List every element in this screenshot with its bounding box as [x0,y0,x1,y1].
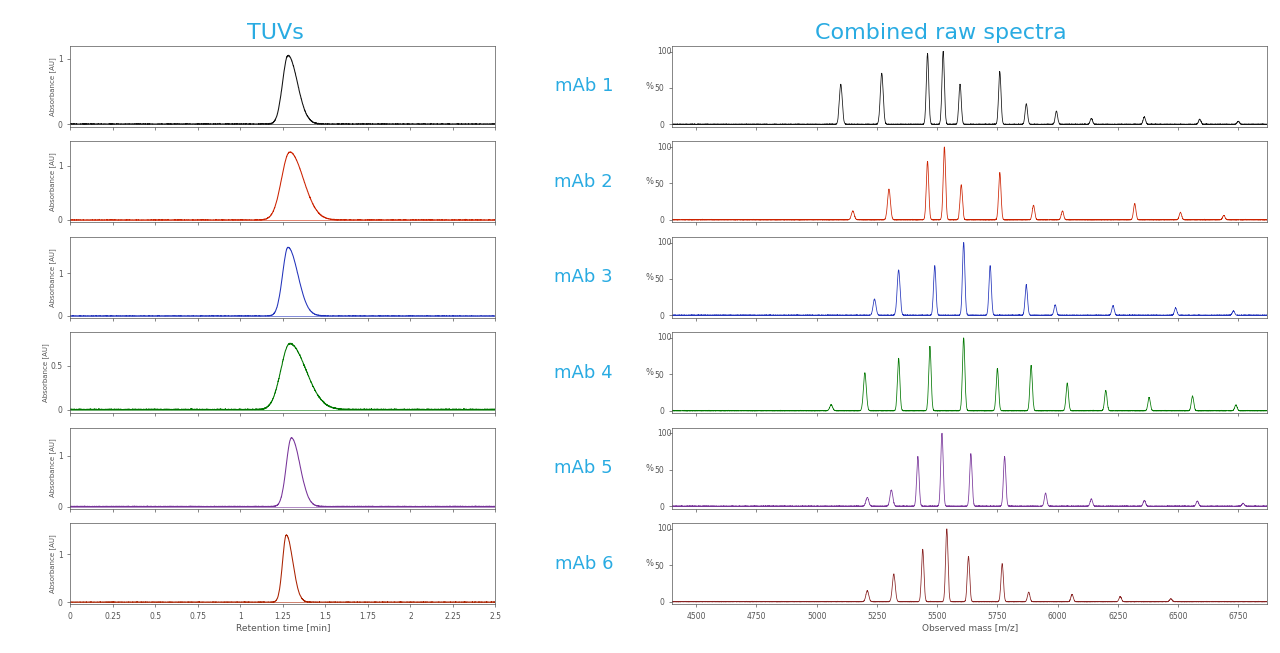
Text: 100: 100 [658,47,672,56]
Text: mAb 2: mAb 2 [554,172,613,191]
Text: 100: 100 [658,524,672,534]
Y-axis label: Absorbance [AU]: Absorbance [AU] [50,534,56,593]
Text: 100: 100 [658,142,672,151]
Y-axis label: %: % [645,177,653,186]
Text: Combined raw spectra: Combined raw spectra [815,23,1066,43]
Y-axis label: %: % [645,464,653,473]
X-axis label: Retention time [min]: Retention time [min] [236,624,330,633]
Text: TUVs: TUVs [247,23,303,43]
Text: 100: 100 [658,238,672,247]
Y-axis label: Absorbance [AU]: Absorbance [AU] [50,152,56,211]
Text: 100: 100 [658,429,672,438]
Y-axis label: Absorbance [AU]: Absorbance [AU] [42,343,49,402]
Y-axis label: %: % [645,559,653,568]
Y-axis label: Absorbance [AU]: Absorbance [AU] [50,57,56,116]
Text: mAb 6: mAb 6 [554,554,613,573]
Y-axis label: Absorbance [AU]: Absorbance [AU] [50,247,56,306]
Text: 100: 100 [658,334,672,342]
Text: mAb 3: mAb 3 [554,268,613,286]
Text: mAb 5: mAb 5 [554,459,613,477]
Y-axis label: Absorbance [AU]: Absorbance [AU] [50,439,56,498]
Y-axis label: %: % [645,82,653,91]
Y-axis label: %: % [645,273,653,281]
Y-axis label: %: % [645,368,653,377]
Text: mAb 4: mAb 4 [554,364,613,381]
X-axis label: Observed mass [m/z]: Observed mass [m/z] [922,624,1018,633]
Text: mAb 1: mAb 1 [554,77,613,95]
